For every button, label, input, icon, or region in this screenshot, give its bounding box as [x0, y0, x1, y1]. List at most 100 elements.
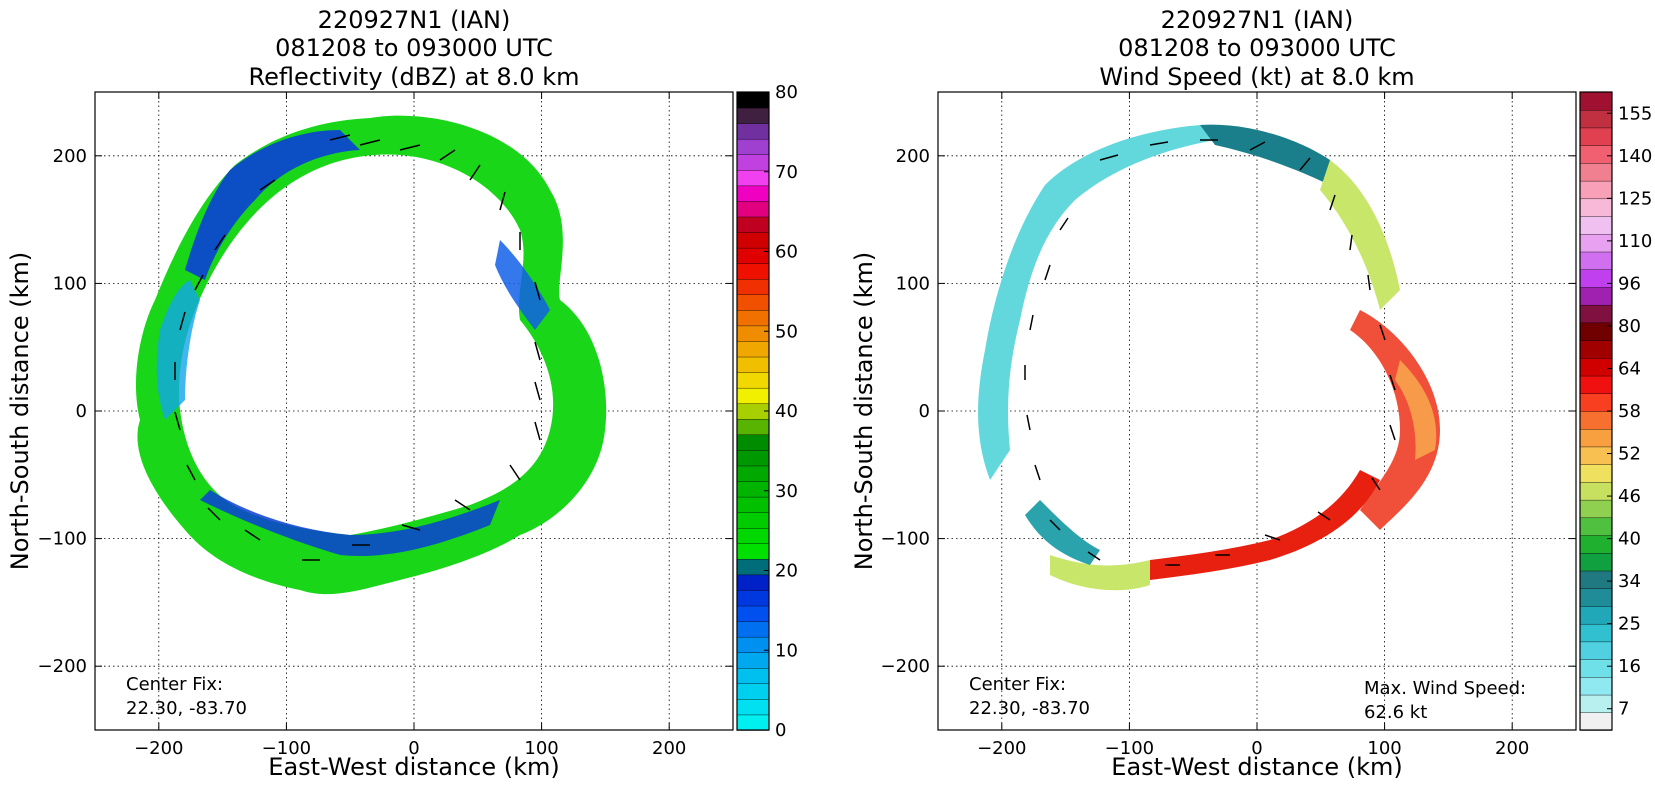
colorbar-segment [1579, 127, 1613, 146]
colorbar-segment [736, 434, 770, 451]
colorbar-segment [736, 387, 770, 404]
colorbar-segment [1579, 251, 1613, 270]
x-tick-label: 100 [1367, 738, 1401, 759]
colorbar-segment [1579, 304, 1613, 324]
colorbar-tick-label: 25 [1618, 614, 1641, 635]
x-tick-label: 0 [408, 738, 419, 759]
colorbar-segment [736, 278, 770, 295]
colorbar-segment [736, 651, 770, 669]
x-axis-label: East-West distance (km) [1111, 753, 1402, 781]
colorbar-segment [736, 496, 770, 513]
axis-ticks: −200 −100 0 100 200 −200 −100 0 100 200 [881, 92, 1576, 759]
colorbar-tick-label: 40 [775, 401, 798, 422]
plot-frame [937, 91, 1577, 731]
colorbar-segment [1579, 481, 1613, 501]
wind-barb-set [174, 134, 541, 561]
x-tick-label: −100 [262, 738, 311, 759]
colorbar-segment [736, 107, 770, 124]
colorbar-segment [1579, 269, 1613, 288]
colorbar-segment [736, 480, 770, 498]
colorbar-segment [736, 294, 770, 311]
colorbar-segment [1579, 410, 1613, 430]
colorbar-segment [1579, 712, 1613, 731]
panel-title-line-3: Wind Speed (kt) at 8.0 km [1099, 63, 1414, 91]
colorbar-segment [736, 262, 770, 280]
y-tick-label: −200 [881, 656, 930, 677]
colorbar-tick-label: 70 [775, 162, 798, 183]
y-tick-label: 0 [76, 401, 87, 422]
colorbar-segment [736, 309, 770, 327]
gridlines [938, 92, 1576, 730]
colorbar-segment [1579, 180, 1613, 200]
y-tick-label: −100 [38, 529, 87, 550]
colorbar-segment [1579, 428, 1613, 448]
wind-speed-field [978, 124, 1440, 591]
plot-frame [94, 91, 734, 731]
colorbar-segment [1579, 339, 1613, 359]
colorbar-segment [1579, 658, 1613, 678]
y-tick-label: 200 [53, 146, 87, 167]
x-tick-label: 200 [652, 738, 686, 759]
colorbar-tick-label: 58 [1618, 401, 1641, 422]
colorbar-tick-label: 50 [775, 321, 798, 342]
wind-barbs [1024, 139, 1396, 566]
panel-title-line-2: 081208 to 093000 UTC [1118, 34, 1396, 62]
x-tick-label: 0 [1251, 738, 1262, 759]
wind-ring-southwest [1025, 500, 1100, 565]
colorbar-segment [1579, 605, 1613, 625]
colorbar-segment [1579, 499, 1613, 519]
wind-ring-southeast [1150, 470, 1380, 580]
colorbar-segment [1579, 233, 1613, 253]
colorbar-tick-label: 110 [1618, 231, 1652, 252]
colorbar-segment [736, 91, 770, 109]
colorbar-segment [1579, 393, 1613, 412]
colorbar-segment [1579, 552, 1613, 572]
y-tick-label: 100 [53, 273, 87, 294]
colorbar-segment [1579, 446, 1613, 465]
colorbar-ticks: 7 16 25 34 40 46 52 58 64 80 96 110 125 140 155 [1607, 103, 1652, 720]
center-fix-label: Center Fix: [126, 674, 223, 695]
colorbar-segment [736, 465, 770, 482]
colorbar-segment [736, 543, 770, 560]
max-wind-value: 62.6 kt [1364, 702, 1427, 723]
colorbar-segment [1579, 375, 1613, 394]
reflectivity-field [135, 115, 607, 595]
colorbar-segment [736, 620, 770, 638]
colorbar-segment [1579, 198, 1613, 217]
y-tick-label: 0 [919, 401, 930, 422]
colorbar-segment [736, 340, 770, 358]
y-tick-label: 200 [896, 146, 930, 167]
colorbar-tick-label: 7 [1618, 699, 1629, 720]
max-wind-label: Max. Wind Speed: [1364, 678, 1526, 699]
x-axis-label: East-West distance (km) [268, 753, 559, 781]
colorbar-segment [1579, 517, 1613, 536]
colorbar-tick-label: 20 [775, 561, 798, 582]
colorbar-tick-label: 125 [1618, 188, 1652, 209]
colorbar-segment [736, 200, 770, 218]
colorbar-segment [736, 216, 770, 233]
colorbar-segment [736, 418, 770, 436]
colorbar-segment [736, 231, 770, 249]
colorbar [1579, 91, 1613, 731]
plot-area: −200 −100 0 100 200 −200 −100 0 100 200 Center Fi… [881, 91, 1577, 759]
colorbar-segment [1579, 91, 1613, 111]
x-tick-label: 100 [524, 738, 558, 759]
center-fix-value: 22.30, -83.70 [969, 698, 1090, 719]
colorbar-tick-label: 46 [1618, 486, 1641, 507]
wind-ring-east-peak [1395, 360, 1437, 460]
colorbar-segment [736, 449, 770, 467]
colorbar-segment [1579, 463, 1613, 483]
colorbar-segment [736, 356, 770, 373]
colorbar-segment [736, 605, 770, 622]
y-tick-label: −200 [38, 656, 87, 677]
colorbar-segment [1579, 641, 1613, 660]
colorbar-segment [736, 511, 770, 529]
colorbar-segment [1579, 162, 1613, 182]
colorbar-segment [1579, 286, 1613, 306]
colorbar-segment [1579, 109, 1613, 129]
colorbar-segment [1579, 694, 1613, 713]
colorbar-tick-label: 52 [1618, 444, 1641, 465]
x-tick-label: −100 [1105, 738, 1154, 759]
y-axis-label: North-South distance (km) [6, 252, 34, 571]
colorbar-segment [736, 683, 770, 700]
